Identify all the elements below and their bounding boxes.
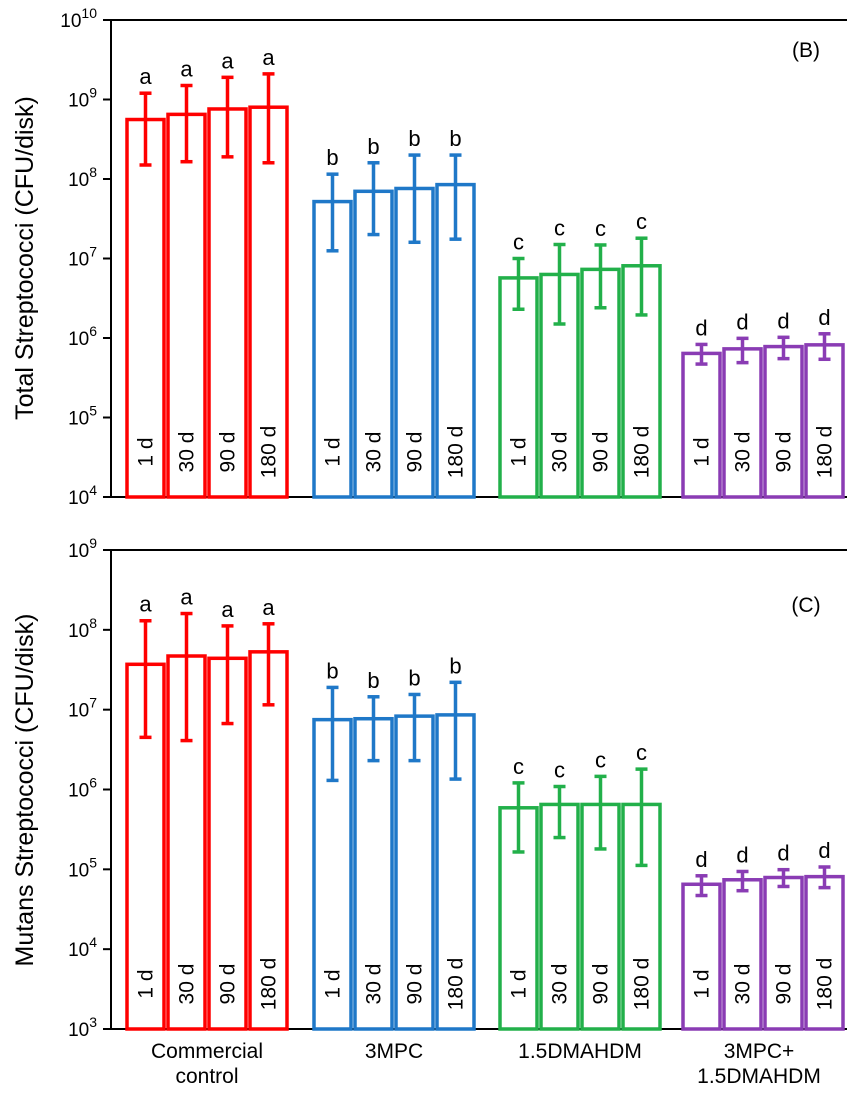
- significance-letter: c: [554, 758, 565, 783]
- duration-label: 1 d: [508, 969, 531, 998]
- panel-label: (B): [792, 39, 820, 62]
- duration-label: 30 d: [732, 432, 755, 473]
- significance-letter: d: [818, 838, 830, 863]
- significance-letter: b: [326, 145, 338, 170]
- x-category-label: 1.5DMAHDM: [697, 1065, 821, 1088]
- significance-letter: b: [326, 658, 338, 683]
- significance-letter: b: [408, 126, 420, 151]
- duration-label: 90 d: [404, 964, 427, 1005]
- y-tick-label: 104: [68, 934, 97, 961]
- duration-label: 30 d: [363, 964, 386, 1005]
- panel-mutans-streptococci: 103 104 105 106 107 108 109 Mutans Streptococci…: [11, 535, 847, 1088]
- bar: [763, 344, 804, 499]
- significance-letter: b: [449, 126, 461, 151]
- significance-letter: a: [221, 48, 234, 73]
- duration-label: 30 d: [549, 964, 572, 1005]
- duration-label: 180 d: [445, 958, 468, 1011]
- significance-letter: c: [595, 216, 606, 241]
- panel-label: (C): [791, 594, 820, 617]
- y-tick-label: 1010: [60, 5, 97, 32]
- duration-label: 180 d: [258, 958, 281, 1011]
- duration-label: 180 d: [258, 426, 281, 479]
- significance-letter: c: [595, 747, 606, 772]
- y-tick-label: 107: [68, 244, 97, 271]
- y-tick-label: 106: [68, 775, 97, 802]
- duration-label: 90 d: [590, 964, 613, 1005]
- duration-label: 30 d: [176, 964, 199, 1005]
- significance-letter: d: [736, 309, 748, 334]
- bar: [722, 878, 763, 1031]
- duration-label: 30 d: [363, 432, 386, 473]
- y-tick-label: 108: [68, 164, 97, 191]
- significance-letter: b: [408, 665, 420, 690]
- significance-letter: c: [513, 230, 524, 255]
- significance-letter: a: [221, 597, 234, 622]
- duration-label: 1 d: [135, 437, 158, 466]
- significance-letter: a: [139, 592, 152, 617]
- duration-label: 90 d: [217, 964, 240, 1005]
- panel-total-streptococci: 104 105 106 107 108 109 1010 Total Streptococci…: [11, 5, 847, 509]
- significance-letter: d: [695, 315, 707, 340]
- significance-letter: a: [262, 45, 275, 70]
- significance-letter: a: [180, 57, 193, 82]
- significance-letter: d: [818, 305, 830, 330]
- y-tick-label: 108: [68, 615, 97, 642]
- duration-label: 30 d: [549, 432, 572, 473]
- duration-label: 90 d: [590, 432, 613, 473]
- y-tick-label: 109: [68, 535, 97, 562]
- duration-label: 180 d: [631, 426, 654, 479]
- x-category-label: 3MPC: [365, 1040, 423, 1063]
- x-category-label: Commercial: [151, 1040, 263, 1063]
- x-category-label: 1.5DMAHDM: [518, 1040, 642, 1063]
- duration-label: 180 d: [814, 426, 837, 479]
- y-tick-label: 105: [68, 854, 97, 881]
- duration-label: 30 d: [176, 432, 199, 473]
- duration-label: 1 d: [322, 969, 345, 998]
- duration-label: 180 d: [445, 426, 468, 479]
- significance-letter: a: [262, 595, 275, 620]
- significance-letter: c: [554, 216, 565, 241]
- y-tick-label: 104: [68, 482, 97, 509]
- duration-label: 90 d: [404, 432, 427, 473]
- bar: [681, 351, 722, 499]
- significance-letter: d: [777, 308, 789, 333]
- y-tick-label: 107: [68, 695, 97, 722]
- duration-label: 90 d: [773, 432, 796, 473]
- significance-letter: b: [367, 134, 379, 159]
- duration-label: 1 d: [691, 969, 714, 998]
- duration-label: 1 d: [322, 437, 345, 466]
- y-tick-label: 109: [68, 85, 97, 112]
- y-tick-label: 106: [68, 323, 97, 350]
- duration-label: 180 d: [814, 958, 837, 1011]
- significance-letter: b: [367, 668, 379, 693]
- significance-letter: c: [636, 209, 647, 234]
- significance-letter: d: [736, 842, 748, 867]
- bar: [681, 882, 722, 1031]
- bar: [722, 347, 763, 499]
- duration-label: 1 d: [135, 969, 158, 998]
- significance-letter: b: [449, 653, 461, 678]
- y-axis-label: Mutans Streptococci (CFU/disk): [11, 614, 39, 967]
- duration-label: 90 d: [217, 432, 240, 473]
- significance-letter: d: [695, 847, 707, 872]
- duration-label: 1 d: [691, 437, 714, 466]
- significance-letter: a: [139, 64, 152, 89]
- duration-label: 1 d: [508, 437, 531, 466]
- significance-letter: d: [777, 841, 789, 866]
- x-category-label: control: [175, 1065, 238, 1088]
- significance-letter: c: [513, 754, 524, 779]
- y-tick-label: 105: [68, 403, 97, 430]
- duration-label: 90 d: [773, 964, 796, 1005]
- significance-letter: c: [636, 740, 647, 765]
- duration-label: 180 d: [631, 958, 654, 1011]
- significance-letter: a: [180, 585, 193, 610]
- y-axis-label: Total Streptococci (CFU/disk): [11, 96, 39, 420]
- y-tick-label: 103: [68, 1014, 97, 1041]
- x-category-label: 3MPC+: [724, 1040, 795, 1063]
- bar: [763, 875, 804, 1031]
- duration-label: 30 d: [732, 964, 755, 1005]
